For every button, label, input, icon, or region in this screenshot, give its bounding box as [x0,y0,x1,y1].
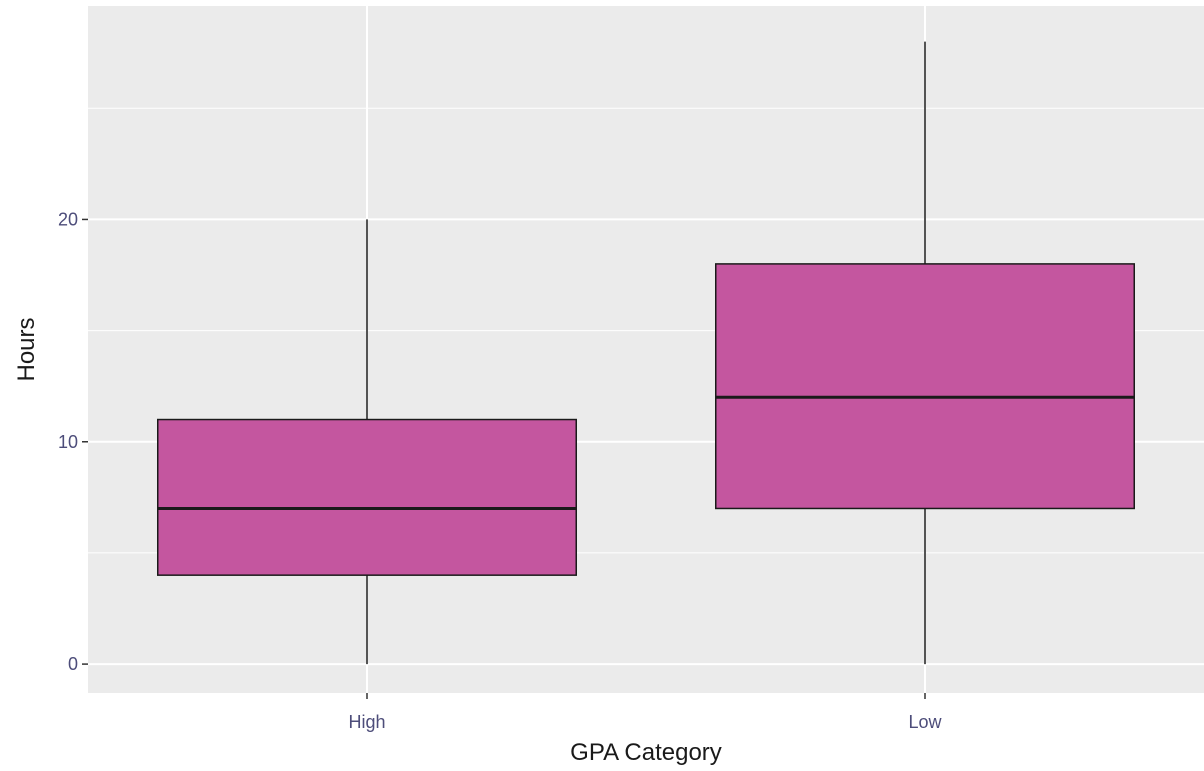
iqr-box [715,263,1135,510]
x-axis-ticks: High Low [348,693,943,732]
y-tick-label: 0 [68,654,78,674]
x-tick-label: Low [908,712,942,732]
x-axis-title: GPA Category [570,739,722,766]
y-tick-label: 20 [58,209,78,229]
iqr-box [157,418,577,576]
x-tick-label: High [348,712,385,732]
y-tick-label: 10 [58,432,78,452]
y-axis-ticks: 0 10 20 [58,209,88,674]
y-axis-title: Hours [13,317,40,381]
box-low [715,41,1135,665]
box-high [157,219,577,665]
boxes-layer [157,41,1135,665]
